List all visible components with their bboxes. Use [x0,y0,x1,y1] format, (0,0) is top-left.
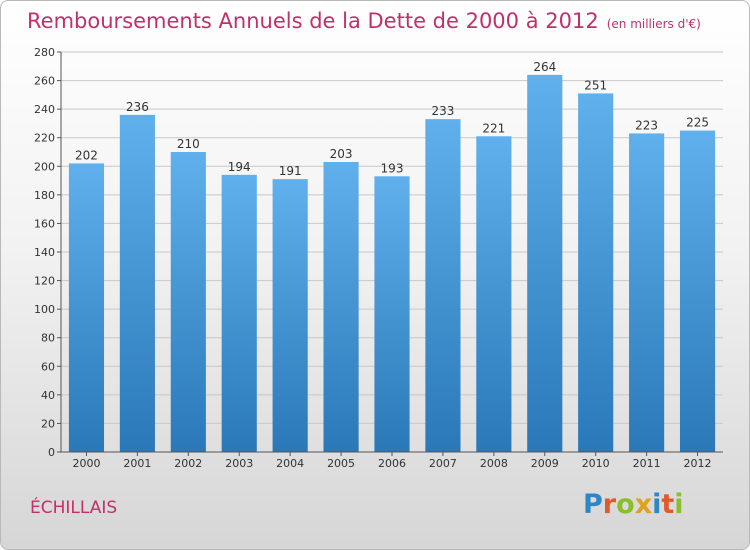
y-tick-label: 20 [41,417,55,430]
chart-title: Remboursements Annuels de la Dette de 20… [27,9,701,33]
y-tick-label: 0 [48,446,55,459]
x-tick-label-2008: 2008 [480,457,508,470]
x-tick-label-2001: 2001 [123,457,151,470]
y-tick-label: 260 [34,75,55,88]
bar-2008[interactable] [476,136,512,453]
value-label-2005: 203 [330,147,353,161]
x-tick-label-2012: 2012 [684,457,712,470]
y-tick-label: 240 [34,103,55,116]
bar-2006[interactable] [374,176,410,453]
bar-2011[interactable] [629,133,665,452]
logo-letter: t [661,489,675,520]
logo-letter: o [616,489,635,520]
value-label-2012: 225 [686,116,709,130]
value-label-2008: 221 [482,121,505,135]
y-tick-label: 220 [34,132,55,145]
value-label-2002: 210 [177,137,200,151]
chart-subtitle: (en milliers d'€) [606,17,701,31]
value-label-2000: 202 [75,148,98,162]
value-label-2001: 236 [126,100,149,114]
bar-2009[interactable] [527,74,563,452]
x-tick-label-2007: 2007 [429,457,457,470]
value-label-2007: 233 [431,104,454,118]
value-label-2004: 191 [279,164,302,178]
y-tick-label: 40 [41,389,55,402]
value-label-2010: 251 [584,78,607,92]
x-tick-label-2010: 2010 [582,457,610,470]
x-tick-label-2011: 2011 [633,457,661,470]
x-tick-label-2009: 2009 [531,457,559,470]
bars: 202 236 210 194 191 203 193 233 221 264 251 223 225 [68,60,716,453]
x-tick-label-2003: 2003 [225,457,253,470]
y-tick-label: 80 [41,332,55,345]
bar-2002[interactable] [170,152,206,452]
y-tick-label: 160 [34,217,55,230]
logo-letter: x [634,489,653,520]
bar-2010[interactable] [578,93,614,452]
bar-2000[interactable] [68,163,105,452]
logo-letter: r [602,489,617,520]
x-tick-label-2004: 2004 [276,457,304,470]
value-label-2006: 193 [381,161,404,175]
axes: 0204060801001201401601802002202402602802… [34,46,723,470]
commune-name: ÉCHILLAIS [30,498,118,518]
logo-letter: P [583,489,603,520]
x-tick-label-2000: 2000 [72,457,100,470]
proxiti-logo[interactable]: Proxiti [583,489,684,520]
y-tick-label: 200 [34,160,55,173]
value-label-2009: 264 [533,60,556,74]
y-tick-label: 140 [34,246,55,259]
y-tick-label: 100 [34,303,55,316]
bar-2003[interactable] [221,174,257,452]
value-label-2011: 223 [635,118,658,132]
y-tick-label: 280 [34,46,55,59]
y-tick-label: 60 [41,360,55,373]
bar-2004[interactable] [272,179,308,452]
y-tick-label: 120 [34,275,55,288]
logo-letter: i [652,489,662,520]
x-tick-label-2005: 2005 [327,457,355,470]
x-tick-label-2002: 2002 [174,457,202,470]
logo-letter: i [674,489,684,520]
value-label-2003: 194 [228,160,251,174]
chart-title-text: Remboursements Annuels de la Dette de 20… [27,9,599,33]
bar-2005[interactable] [323,162,359,452]
bar-2001[interactable] [119,114,155,452]
bar-2012[interactable] [679,130,716,453]
y-tick-label: 180 [34,189,55,202]
bar-2007[interactable] [425,119,461,453]
x-tick-label-2006: 2006 [378,457,406,470]
